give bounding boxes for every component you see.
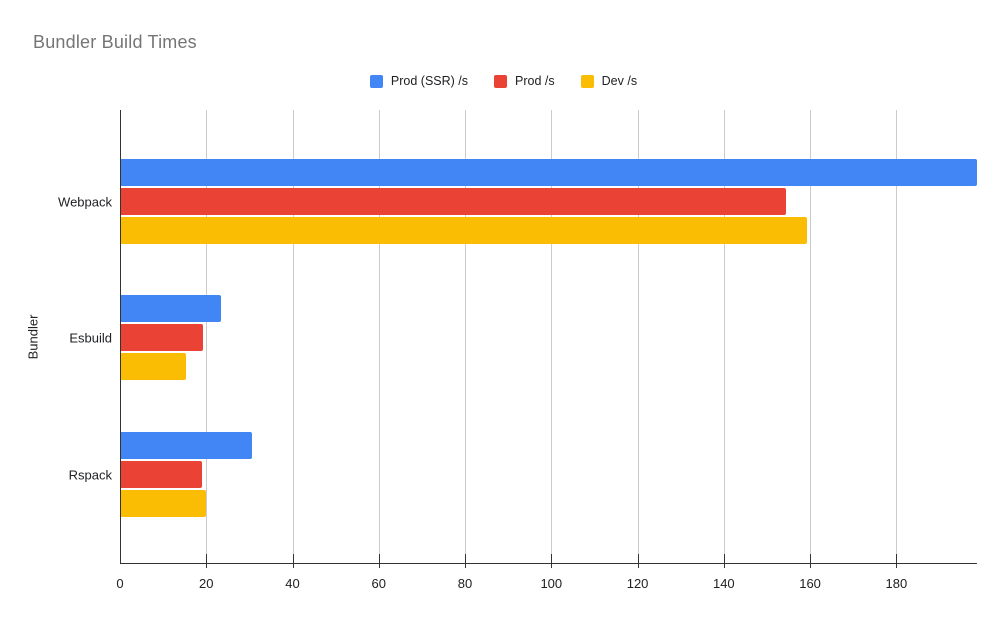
x-tick-label-100: 100 <box>540 576 563 591</box>
x-tick-mark-100 <box>551 554 553 568</box>
bar-webpack-prod-ssr-s <box>120 159 977 186</box>
bar-rspack-dev-s <box>120 490 207 517</box>
gridline-x-60 <box>378 110 380 564</box>
bar-esbuild-prod-ssr-s <box>120 295 222 322</box>
bar-rspack-prod-s <box>120 461 203 488</box>
bar-esbuild-dev-s <box>120 353 186 380</box>
legend-swatch-icon <box>494 74 508 88</box>
x-tick-mark-120 <box>637 554 639 568</box>
chart-title: Bundler Build Times <box>33 32 197 52</box>
x-tick-label-160: 160 <box>799 576 821 591</box>
x-tick-label-20: 20 <box>199 576 214 591</box>
category-label-webpack: Webpack <box>58 194 112 209</box>
x-axis-line <box>120 563 977 564</box>
legend-item-prod-s: Prod /s <box>494 74 555 88</box>
gridline-x-80 <box>465 110 467 564</box>
x-tick-label-140: 140 <box>712 576 735 591</box>
bar-group-esbuild <box>120 295 977 380</box>
legend-item-dev-s: Dev /s <box>580 74 638 88</box>
x-tick-label-0: 0 <box>116 576 124 591</box>
legend-label: Prod /s <box>515 74 555 88</box>
legend-label: Prod (SSR) /s <box>390 74 469 88</box>
gridline-x-120 <box>637 110 639 564</box>
x-tick-mark-20 <box>206 554 208 568</box>
bar-webpack-prod-s <box>120 188 786 215</box>
x-tick-mark-140 <box>723 554 725 568</box>
gridline-x-40 <box>292 110 294 564</box>
x-tick-mark-80 <box>465 554 467 568</box>
gridline-x-180 <box>896 110 898 564</box>
category-label-rspack: Rspack <box>68 467 112 482</box>
plot-area <box>120 110 977 568</box>
legend-swatch-icon <box>369 74 383 88</box>
x-tick-label-80: 80 <box>457 576 473 591</box>
x-tick-label-120: 120 <box>626 576 649 591</box>
x-tick-mark-180 <box>896 554 898 568</box>
bar-group-rspack <box>120 432 977 517</box>
x-tick-label-180: 180 <box>885 576 908 591</box>
bar-rspack-prod-ssr-s <box>120 432 252 459</box>
x-tick-mark-40 <box>292 554 294 568</box>
x-tick-mark-60 <box>378 554 380 568</box>
legend-item-prod-ssr-s: Prod (SSR) /s <box>369 74 469 88</box>
x-tick-label-40: 40 <box>285 576 300 591</box>
gridline-x-160 <box>810 110 812 564</box>
category-label-esbuild: Esbuild <box>69 330 112 345</box>
gridline-x-20 <box>206 110 208 564</box>
x-tick-mark-160 <box>810 554 812 568</box>
legend: Prod (SSR) /s Prod /s Dev /s <box>0 74 1007 88</box>
legend-label: Dev /s <box>601 74 638 88</box>
gridline-x-140 <box>723 110 725 564</box>
bar-esbuild-prod-s <box>120 324 204 351</box>
gridline-x-100 <box>551 110 553 564</box>
bar-group-webpack <box>120 159 977 244</box>
legend-swatch-icon <box>580 74 594 88</box>
bar-webpack-dev-s <box>120 217 808 244</box>
x-tick-label-60: 60 <box>371 576 387 591</box>
y-axis-line <box>120 110 121 564</box>
